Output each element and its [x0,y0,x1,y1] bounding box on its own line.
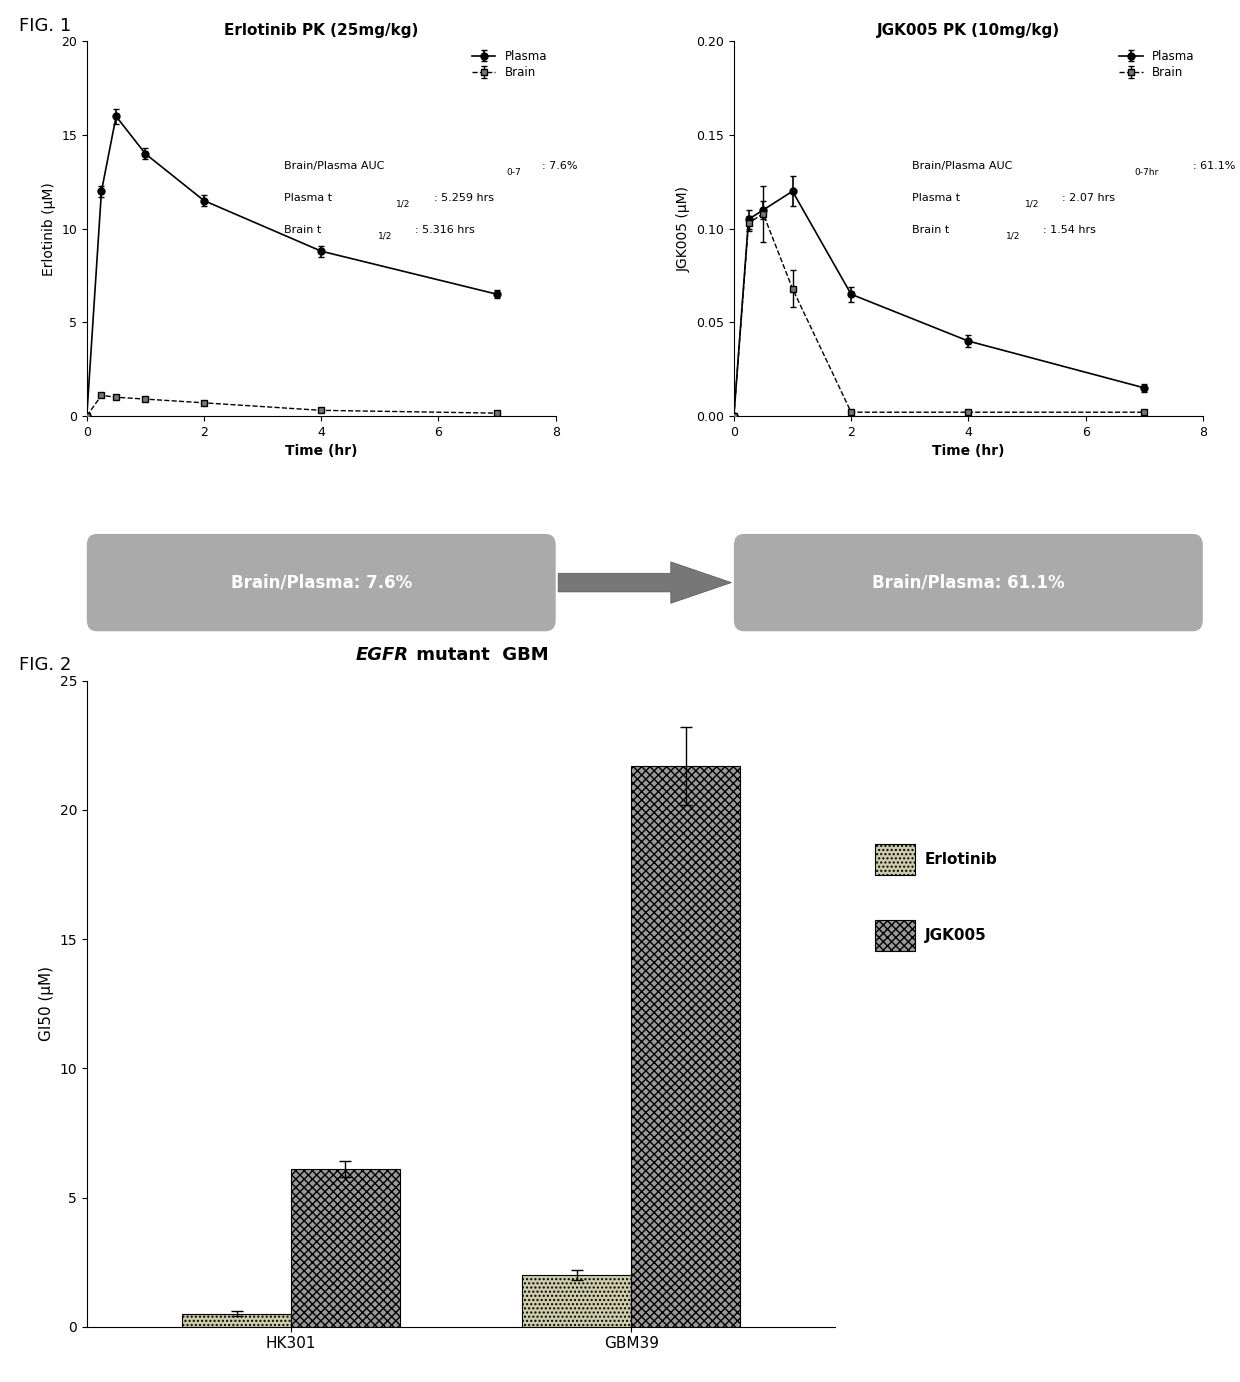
Text: EGFR: EGFR [356,647,409,665]
Legend: Plasma, Brain: Plasma, Brain [1116,47,1197,82]
Text: FIG. 2: FIG. 2 [19,656,71,674]
Text: Brain/Plasma: 61.1%: Brain/Plasma: 61.1% [872,574,1065,591]
Y-axis label: JGK005 (μM): JGK005 (μM) [677,185,691,272]
X-axis label: Time (hr): Time (hr) [932,444,1004,459]
Text: 1/2: 1/2 [377,232,392,240]
Text: : 61.1%: : 61.1% [1193,162,1236,171]
Bar [522,1276,631,1327]
Text: FIG. 1: FIG. 1 [19,17,71,35]
Y-axis label: GI50 (μM): GI50 (μM) [38,966,53,1041]
Bar [182,1314,291,1327]
Text: Brain t: Brain t [913,225,950,235]
Text: : 5.259 hrs: : 5.259 hrs [434,193,494,203]
Y-axis label: Erlotinib (μM): Erlotinib (μM) [42,182,56,275]
Bar [631,766,740,1327]
Text: 0-7hr: 0-7hr [1135,169,1159,177]
Text: : 1.54 hrs: : 1.54 hrs [1043,225,1096,235]
Text: : 5.316 hrs: : 5.316 hrs [415,225,475,235]
Legend: Plasma, Brain: Plasma, Brain [470,47,549,82]
Text: Brain t: Brain t [284,225,321,235]
Text: Plasma t: Plasma t [913,193,960,203]
Text: : 2.07 hrs: : 2.07 hrs [1063,193,1115,203]
Bar [291,1169,399,1327]
Text: mutant  GBM: mutant GBM [410,647,548,665]
Text: Brain/Plasma: 7.6%: Brain/Plasma: 7.6% [231,574,412,591]
Text: Plasma t: Plasma t [284,193,332,203]
Text: 1/2: 1/2 [1006,232,1021,240]
Text: JGK005: JGK005 [925,927,986,943]
Text: 1/2: 1/2 [1024,200,1039,209]
X-axis label: Time (hr): Time (hr) [285,444,357,459]
Title: JGK005 PK (10mg/kg): JGK005 PK (10mg/kg) [877,22,1060,37]
Text: Erlotinib: Erlotinib [925,851,997,867]
Title: Erlotinib PK (25mg/kg): Erlotinib PK (25mg/kg) [224,22,418,37]
Text: 1/2: 1/2 [397,200,410,209]
Text: : 7.6%: : 7.6% [542,162,577,171]
Text: 0-7: 0-7 [506,169,521,177]
Text: Brain/Plasma AUC: Brain/Plasma AUC [913,162,1012,171]
Text: Brain/Plasma AUC: Brain/Plasma AUC [284,162,384,171]
